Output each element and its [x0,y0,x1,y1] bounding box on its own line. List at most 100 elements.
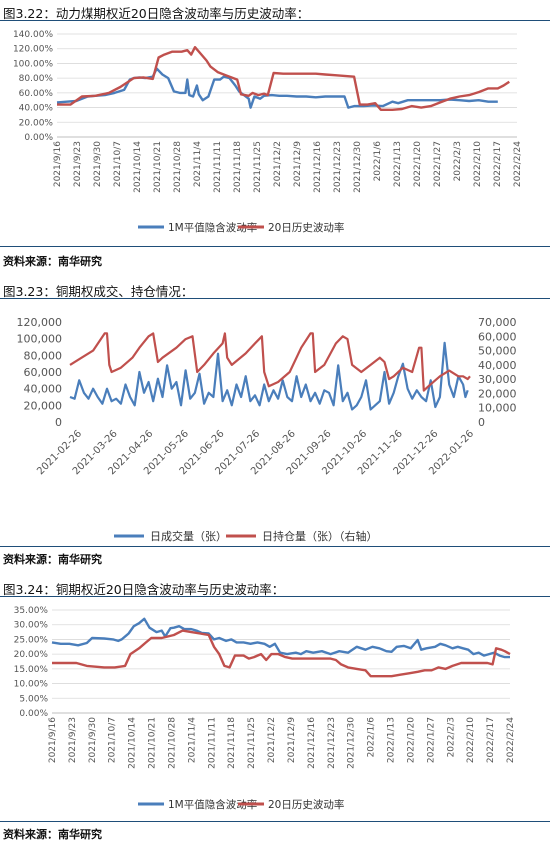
x-tick-label: 2021/12/30 [353,141,363,193]
x-tick-label: 2022/1/6 [367,717,377,758]
x-tick-label: 2021/12/16 [313,141,323,193]
legend-label: 日成交量（张） [150,529,227,543]
x-tick-label: 2021/11/4 [193,141,203,187]
series-line-open-interest [69,332,471,392]
x-tick-label: 2022/2/24 [506,717,516,763]
source-rule [0,821,550,822]
figure-copper-volatility: 图3.24：铜期权近20日隐含波动率与历史波动率： 0.00% 5.00% 10.0… [0,576,550,842]
title-rule [0,596,550,597]
y-tick-label: 40.00% [19,104,54,114]
x-tick-label: 2021/12/23 [333,141,343,193]
y-tick-label-right: 50,000 [478,345,517,358]
y-tick-label-right: 60,000 [478,330,517,343]
x-tick-label: 2022/1/27 [433,141,443,187]
y-tick-label: 0.00% [24,133,53,143]
figure-coal-volatility: 图3.22：动力煤期权近20日隐含波动率与历史波动率： 0.00% 20.00% 4… [0,0,550,268]
x-tick-label: 2022/1/13 [393,141,403,187]
x-tick-label: 2021/11/18 [233,141,243,193]
x-tick-label: 2021/9/23 [73,141,83,187]
x-tick-label: 2021/11/11 [213,141,223,193]
chart-copper-volatility: 0.00% 5.00% 10.00% 15.00% 20.00% 25.00% 30.00%… [14,606,516,811]
series-line-implied-vol [51,617,510,659]
x-tick-label: 2021/10/28 [173,141,183,193]
x-tick-label: 2022/1/13 [387,717,397,763]
x-tick-label: 2021/10/21 [148,717,158,769]
y-tick-label-right: 30,000 [478,373,517,386]
y-tick-label: 60.00% [19,89,54,99]
y-tick-label-left: 120,000 [17,316,63,329]
x-tick-label: 2021/12/9 [287,717,297,763]
legend-label: 20日历史波动率 [268,221,344,234]
y-tick-label-right: 20,000 [478,387,517,400]
series-line-historical-vol [57,46,510,111]
y-tick-label-left: 0 [55,416,62,429]
x-tick-label: 2021/10/21 [153,141,163,193]
y-tick-label-left: 20,000 [24,399,63,412]
x-tick-label: 2022/2/24 [513,141,523,187]
x-tick-label: 2021/9/16 [53,141,63,187]
source-rule [0,246,550,247]
y-tick-label-left: 40,000 [24,383,63,396]
x-tick-label: 2021/10/14 [128,717,138,769]
x-tick-label: 2021/12/30 [347,717,357,769]
y-tick-label-left: 100,000 [17,333,63,346]
x-tick-label: 2022/2/10 [473,141,483,187]
x-tick-label: 2021/12/23 [327,717,337,769]
x-tick-label: 2022/1/20 [413,141,423,187]
y-tick-label: 10.00% [14,680,49,690]
y-tick-label: 20.00% [19,118,54,128]
x-tick-label: 2021/9/23 [68,717,78,763]
x-tick-label: 2021/11/25 [253,141,263,193]
source-note: 资料来源：南华研究 [3,553,102,566]
figure-copper-volume: 图3.23：铜期权成交、持仓情况： 0 20,000 40,000 60,000 80,… [0,278,550,568]
x-tick-label: 2021/10/7 [113,141,123,187]
x-tick-label: 2021/11/25 [247,717,257,769]
x-tick-label: 2021/12/9 [293,141,303,187]
title-rule [0,298,550,299]
y-tick-label: 30.00% [14,621,49,631]
figure-title: 图3.23：铜期权成交、持仓情况： [3,284,194,299]
y-tick-label: 80.00% [19,74,54,84]
series-line-historical-vol [52,629,511,678]
series-line-volume [69,341,469,411]
x-tick-label: 2021/10/7 [108,717,118,763]
legend-label: 日持仓量（张）（右轴） [262,529,378,543]
x-tick-label: 2021/9/30 [88,717,98,763]
source-note: 资料来源：南华研究 [3,255,102,268]
y-tick-label: 120.00% [13,45,53,55]
y-tick-label: 100.00% [13,59,53,69]
x-tick-label: 2022/2/10 [466,717,476,763]
figure-title: 图3.22：动力煤期权近20日隐含波动率与历史波动率： [3,6,310,21]
y-tick-label: 15.00% [14,665,49,675]
x-tick-label: 2022/2/3 [446,717,456,757]
x-tick-label: 2022/1/6 [373,141,383,182]
y-tick-label: 20.00% [14,650,49,660]
y-tick-label-left: 80,000 [24,349,63,362]
y-tick-label: 35.00% [14,606,49,616]
y-tick-label: 140.00% [13,30,53,40]
x-tick-label: 2021/12/16 [307,717,317,769]
y-tick-label: 0.00% [19,709,48,719]
x-tick-label: 2021/11/4 [187,717,197,763]
y-tick-label-right: 70,000 [478,316,517,329]
y-tick-label-left: 60,000 [24,366,63,379]
x-tick-label: 2022/1/27 [426,717,436,763]
x-tick-label: 2021/11/11 [207,717,217,769]
legend-label: 1M平值隐含波动率 [168,798,257,811]
y-tick-label: 25.00% [14,635,49,645]
source-note: 资料来源：南华研究 [3,828,102,841]
y-tick-label-right: 0 [478,416,485,429]
x-tick-label: 2021/12/2 [273,141,283,187]
x-tick-label: 2021/10/14 [133,141,143,193]
x-tick-label: 2021/11/18 [227,717,237,769]
source-rule [0,546,550,547]
legend-label: 20日历史波动率 [268,798,344,811]
y-tick-label-right: 10,000 [478,402,517,415]
x-tick-label: 2021/9/16 [48,717,58,763]
x-tick-label: 2021/9/30 [93,141,103,187]
chart-coal-volatility: 0.00% 20.00% 40.00% 60.00% 80.00% 100.00% 120.… [13,30,523,234]
x-tick-label: 2021/12/2 [267,717,277,763]
y-tick-label: 5.00% [19,694,48,704]
figure-title: 图3.24：铜期权近20日隐含波动率与历史波动率： [3,582,285,597]
y-tick-label-right: 40,000 [478,359,517,372]
